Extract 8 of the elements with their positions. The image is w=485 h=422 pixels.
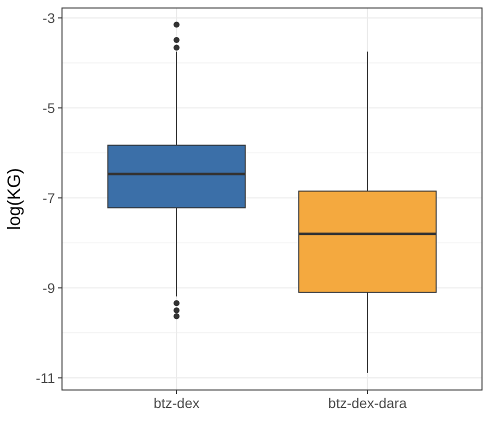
y-axis-title: log(KG) [4, 168, 24, 230]
y-tick-label: -7 [42, 190, 56, 206]
x-tick-label: btz-dex-dara [328, 395, 407, 411]
x-tick-label: btz-dex [154, 395, 200, 411]
y-tick-label: -11 [36, 370, 56, 386]
y-tick-label: -5 [42, 100, 56, 116]
y-tick-label: -3 [42, 10, 56, 26]
y-tick-label: -9 [42, 280, 56, 296]
